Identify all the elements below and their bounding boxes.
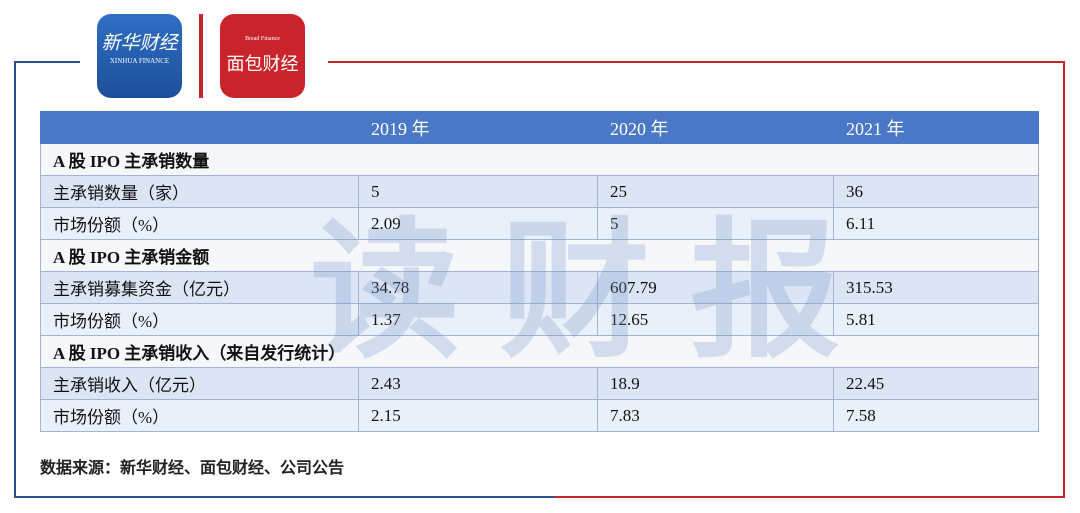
value-cell: 2.09	[358, 207, 598, 240]
data-row: 主承销募集资金（亿元） 34.78 607.79 315.53	[40, 271, 1039, 304]
header-cell	[40, 111, 359, 144]
value-cell: 2.15	[358, 399, 598, 432]
value-cell: 34.78	[358, 271, 598, 304]
value-cell: 36	[833, 175, 1039, 208]
value-cell: 1.37	[358, 303, 598, 336]
xinhua-logo-text: 新华财经	[101, 33, 178, 54]
header-cell: 2020 年	[597, 111, 834, 144]
xinhua-logo-en: XINHUA FINANCE	[109, 57, 170, 65]
header-cell: 2021 年	[833, 111, 1039, 144]
value-cell: 5	[597, 207, 834, 240]
section-row: A 股 IPO 主承销数量	[40, 143, 1039, 176]
frame-right	[1063, 61, 1065, 498]
row-label: 市场份额（%）	[40, 303, 359, 336]
value-cell: 7.83	[597, 399, 834, 432]
frame-top-right	[328, 61, 1065, 63]
row-label: 市场份额（%）	[40, 399, 359, 432]
header-row: 2019 年 2020 年 2021 年	[40, 111, 1039, 144]
data-row: 市场份额（%） 1.37 12.65 5.81	[40, 303, 1039, 336]
value-cell: 12.65	[597, 303, 834, 336]
value-cell: 5.81	[833, 303, 1039, 336]
value-cell: 22.45	[833, 367, 1039, 400]
value-cell: 18.9	[597, 367, 834, 400]
source-note: 数据来源：新华财经、面包财经、公司公告	[40, 458, 345, 477]
xinhua-logo: 新华财经 XINHUA FINANCE	[97, 14, 182, 98]
value-cell: 25	[597, 175, 834, 208]
data-row: 主承销数量（家） 5 25 36	[40, 175, 1039, 208]
section-row: A 股 IPO 主承销金额	[40, 239, 1039, 272]
frame-bottom-left	[14, 496, 554, 498]
bread-logo-en: Bread Finance	[245, 36, 280, 42]
value-cell: 7.58	[833, 399, 1039, 432]
header-cell: 2019 年	[358, 111, 598, 144]
section-title: A 股 IPO 主承销数量	[40, 143, 1039, 176]
frame-bottom-right	[554, 496, 1065, 498]
bread-logo-text: 面包财经	[226, 54, 299, 75]
section-title: A 股 IPO 主承销收入（来自发行统计）	[40, 335, 1039, 368]
section-row: A 股 IPO 主承销收入（来自发行统计）	[40, 335, 1039, 368]
value-cell: 315.53	[833, 271, 1039, 304]
bread-logo: Bread Finance 面包财经	[220, 14, 305, 98]
row-label: 主承销收入（亿元）	[40, 367, 359, 400]
data-row: 主承销收入（亿元） 2.43 18.9 22.45	[40, 367, 1039, 400]
row-label: 主承销数量（家）	[40, 175, 359, 208]
data-row: 市场份额（%） 2.09 5 6.11	[40, 207, 1039, 240]
frame-top-left	[14, 61, 80, 63]
data-row: 市场份额（%） 2.15 7.83 7.58	[40, 399, 1039, 432]
value-cell: 2.43	[358, 367, 598, 400]
value-cell: 5	[358, 175, 598, 208]
row-label: 主承销募集资金（亿元）	[40, 271, 359, 304]
value-cell: 6.11	[833, 207, 1039, 240]
frame-left	[14, 61, 16, 498]
value-cell: 607.79	[597, 271, 834, 304]
logo-divider	[199, 14, 203, 98]
row-label: 市场份额（%）	[40, 207, 359, 240]
section-title: A 股 IPO 主承销金额	[40, 239, 1039, 272]
